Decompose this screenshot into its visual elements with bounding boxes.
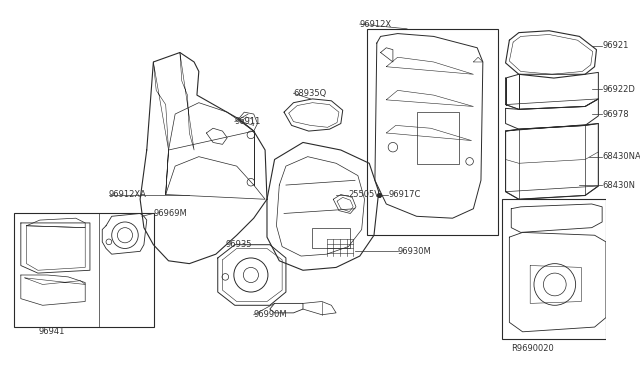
- Bar: [367, 29, 498, 235]
- Bar: [312, 228, 350, 248]
- Text: 96935: 96935: [225, 240, 252, 249]
- Bar: [14, 214, 154, 327]
- Text: 96917C: 96917C: [388, 190, 420, 199]
- Text: 96921: 96921: [602, 41, 628, 50]
- Text: 96912X: 96912X: [360, 20, 392, 29]
- Text: 25505V: 25505V: [348, 190, 380, 199]
- Text: 68935Q: 68935Q: [294, 89, 327, 98]
- Text: 96990M: 96990M: [253, 310, 287, 319]
- Bar: [502, 199, 606, 339]
- Bar: [417, 112, 459, 164]
- Text: 96912XA: 96912XA: [109, 190, 147, 199]
- Text: 96941: 96941: [39, 327, 65, 336]
- Text: R9690020: R9690020: [511, 344, 554, 353]
- Text: 68430N: 68430N: [602, 180, 635, 190]
- Text: 96922D: 96922D: [602, 85, 635, 94]
- Text: 68430NA: 68430NA: [602, 152, 640, 161]
- Text: 96969M: 96969M: [154, 209, 187, 218]
- Text: 96930M: 96930M: [397, 247, 431, 256]
- Text: 96911: 96911: [235, 117, 261, 126]
- Text: 96978: 96978: [602, 109, 628, 119]
